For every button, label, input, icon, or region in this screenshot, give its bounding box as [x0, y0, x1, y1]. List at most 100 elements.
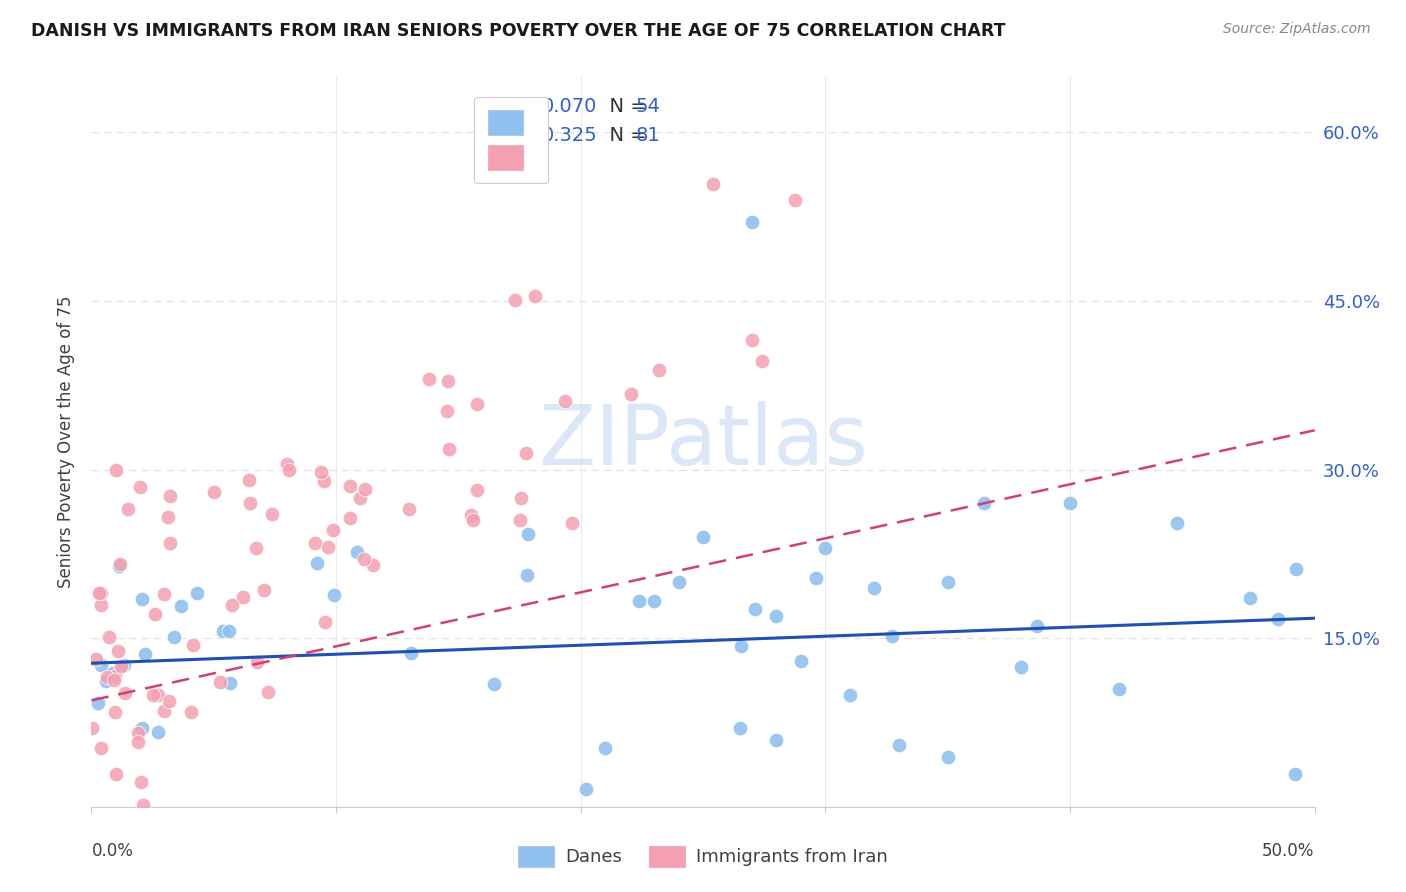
Point	[132, 798, 155, 813]
Point	[863, 581, 886, 595]
Point	[516, 567, 538, 582]
Point	[523, 289, 546, 303]
Point	[887, 739, 910, 753]
Point	[219, 675, 242, 690]
Point	[503, 293, 526, 307]
Point	[104, 669, 127, 683]
Point	[1267, 612, 1289, 626]
Point	[346, 545, 368, 559]
Point	[398, 502, 420, 516]
Point	[399, 646, 422, 660]
Point	[349, 491, 371, 505]
Point	[89, 586, 111, 600]
Point	[936, 575, 959, 590]
Point	[96, 669, 118, 683]
Point	[256, 685, 278, 699]
Point	[110, 658, 132, 673]
Point	[90, 657, 112, 672]
Point	[98, 630, 121, 644]
Point	[561, 516, 583, 531]
Text: 81: 81	[636, 127, 661, 145]
Point	[127, 735, 149, 749]
Point	[134, 647, 156, 661]
Point	[148, 725, 170, 739]
Point	[96, 673, 118, 688]
Text: R =: R =	[508, 97, 550, 116]
Point	[936, 749, 959, 764]
Point	[253, 582, 276, 597]
Point	[90, 585, 112, 599]
Point	[804, 571, 827, 585]
Point	[516, 527, 538, 541]
Text: DANISH VS IMMIGRANTS FROM IRAN SENIORS POVERTY OVER THE AGE OF 75 CORRELATION CH: DANISH VS IMMIGRANTS FROM IRAN SENIORS P…	[31, 22, 1005, 40]
Point	[104, 463, 127, 477]
Point	[1026, 619, 1049, 633]
Point	[159, 489, 181, 503]
Point	[1166, 516, 1188, 531]
Point	[882, 629, 904, 643]
Point	[814, 541, 837, 556]
Point	[157, 694, 180, 708]
Text: R =: R =	[508, 127, 550, 145]
Point	[418, 372, 440, 386]
Point	[153, 586, 176, 600]
Text: Source: ZipAtlas.com: Source: ZipAtlas.com	[1223, 22, 1371, 37]
Point	[323, 587, 346, 601]
Point	[143, 607, 166, 621]
Point	[112, 658, 135, 673]
Point	[309, 465, 332, 479]
Legend: , : ,	[474, 96, 548, 184]
Point	[648, 363, 671, 377]
Point	[129, 775, 152, 789]
Point	[1010, 659, 1032, 673]
Point	[108, 559, 131, 574]
Point	[131, 721, 153, 735]
Point	[84, 651, 107, 665]
Point	[218, 624, 240, 638]
Point	[245, 541, 267, 555]
Text: N =: N =	[596, 127, 652, 145]
Point	[436, 403, 458, 417]
Point	[361, 558, 384, 573]
Point	[620, 387, 643, 401]
Point	[484, 676, 506, 690]
Text: 54: 54	[636, 97, 661, 116]
Point	[90, 740, 112, 755]
Point	[146, 688, 169, 702]
Point	[339, 478, 361, 492]
Point	[246, 656, 269, 670]
Point	[593, 741, 616, 756]
Point	[276, 457, 298, 471]
Point	[170, 599, 193, 614]
Point	[239, 496, 262, 510]
Point	[730, 640, 752, 654]
Point	[437, 374, 460, 388]
Point	[104, 767, 127, 781]
Point	[461, 513, 484, 527]
Point	[208, 675, 231, 690]
Point	[467, 397, 489, 411]
Point	[108, 557, 131, 571]
Point	[80, 721, 103, 735]
Point	[87, 696, 110, 710]
Point	[163, 630, 186, 644]
Point	[304, 536, 326, 550]
Point	[142, 688, 165, 702]
Point	[322, 523, 344, 537]
Point	[232, 590, 254, 604]
Point	[159, 536, 181, 550]
Point	[790, 654, 813, 668]
Point	[103, 666, 125, 681]
Point	[668, 575, 690, 590]
Point	[278, 463, 301, 477]
Point	[212, 624, 235, 639]
Point	[181, 638, 204, 652]
Point	[744, 601, 766, 615]
Point	[127, 726, 149, 740]
Point	[437, 442, 460, 456]
Text: ZIPatlas: ZIPatlas	[538, 401, 868, 482]
Point	[1285, 561, 1308, 575]
Point	[510, 491, 533, 506]
Point	[973, 496, 995, 510]
Point	[643, 594, 665, 608]
